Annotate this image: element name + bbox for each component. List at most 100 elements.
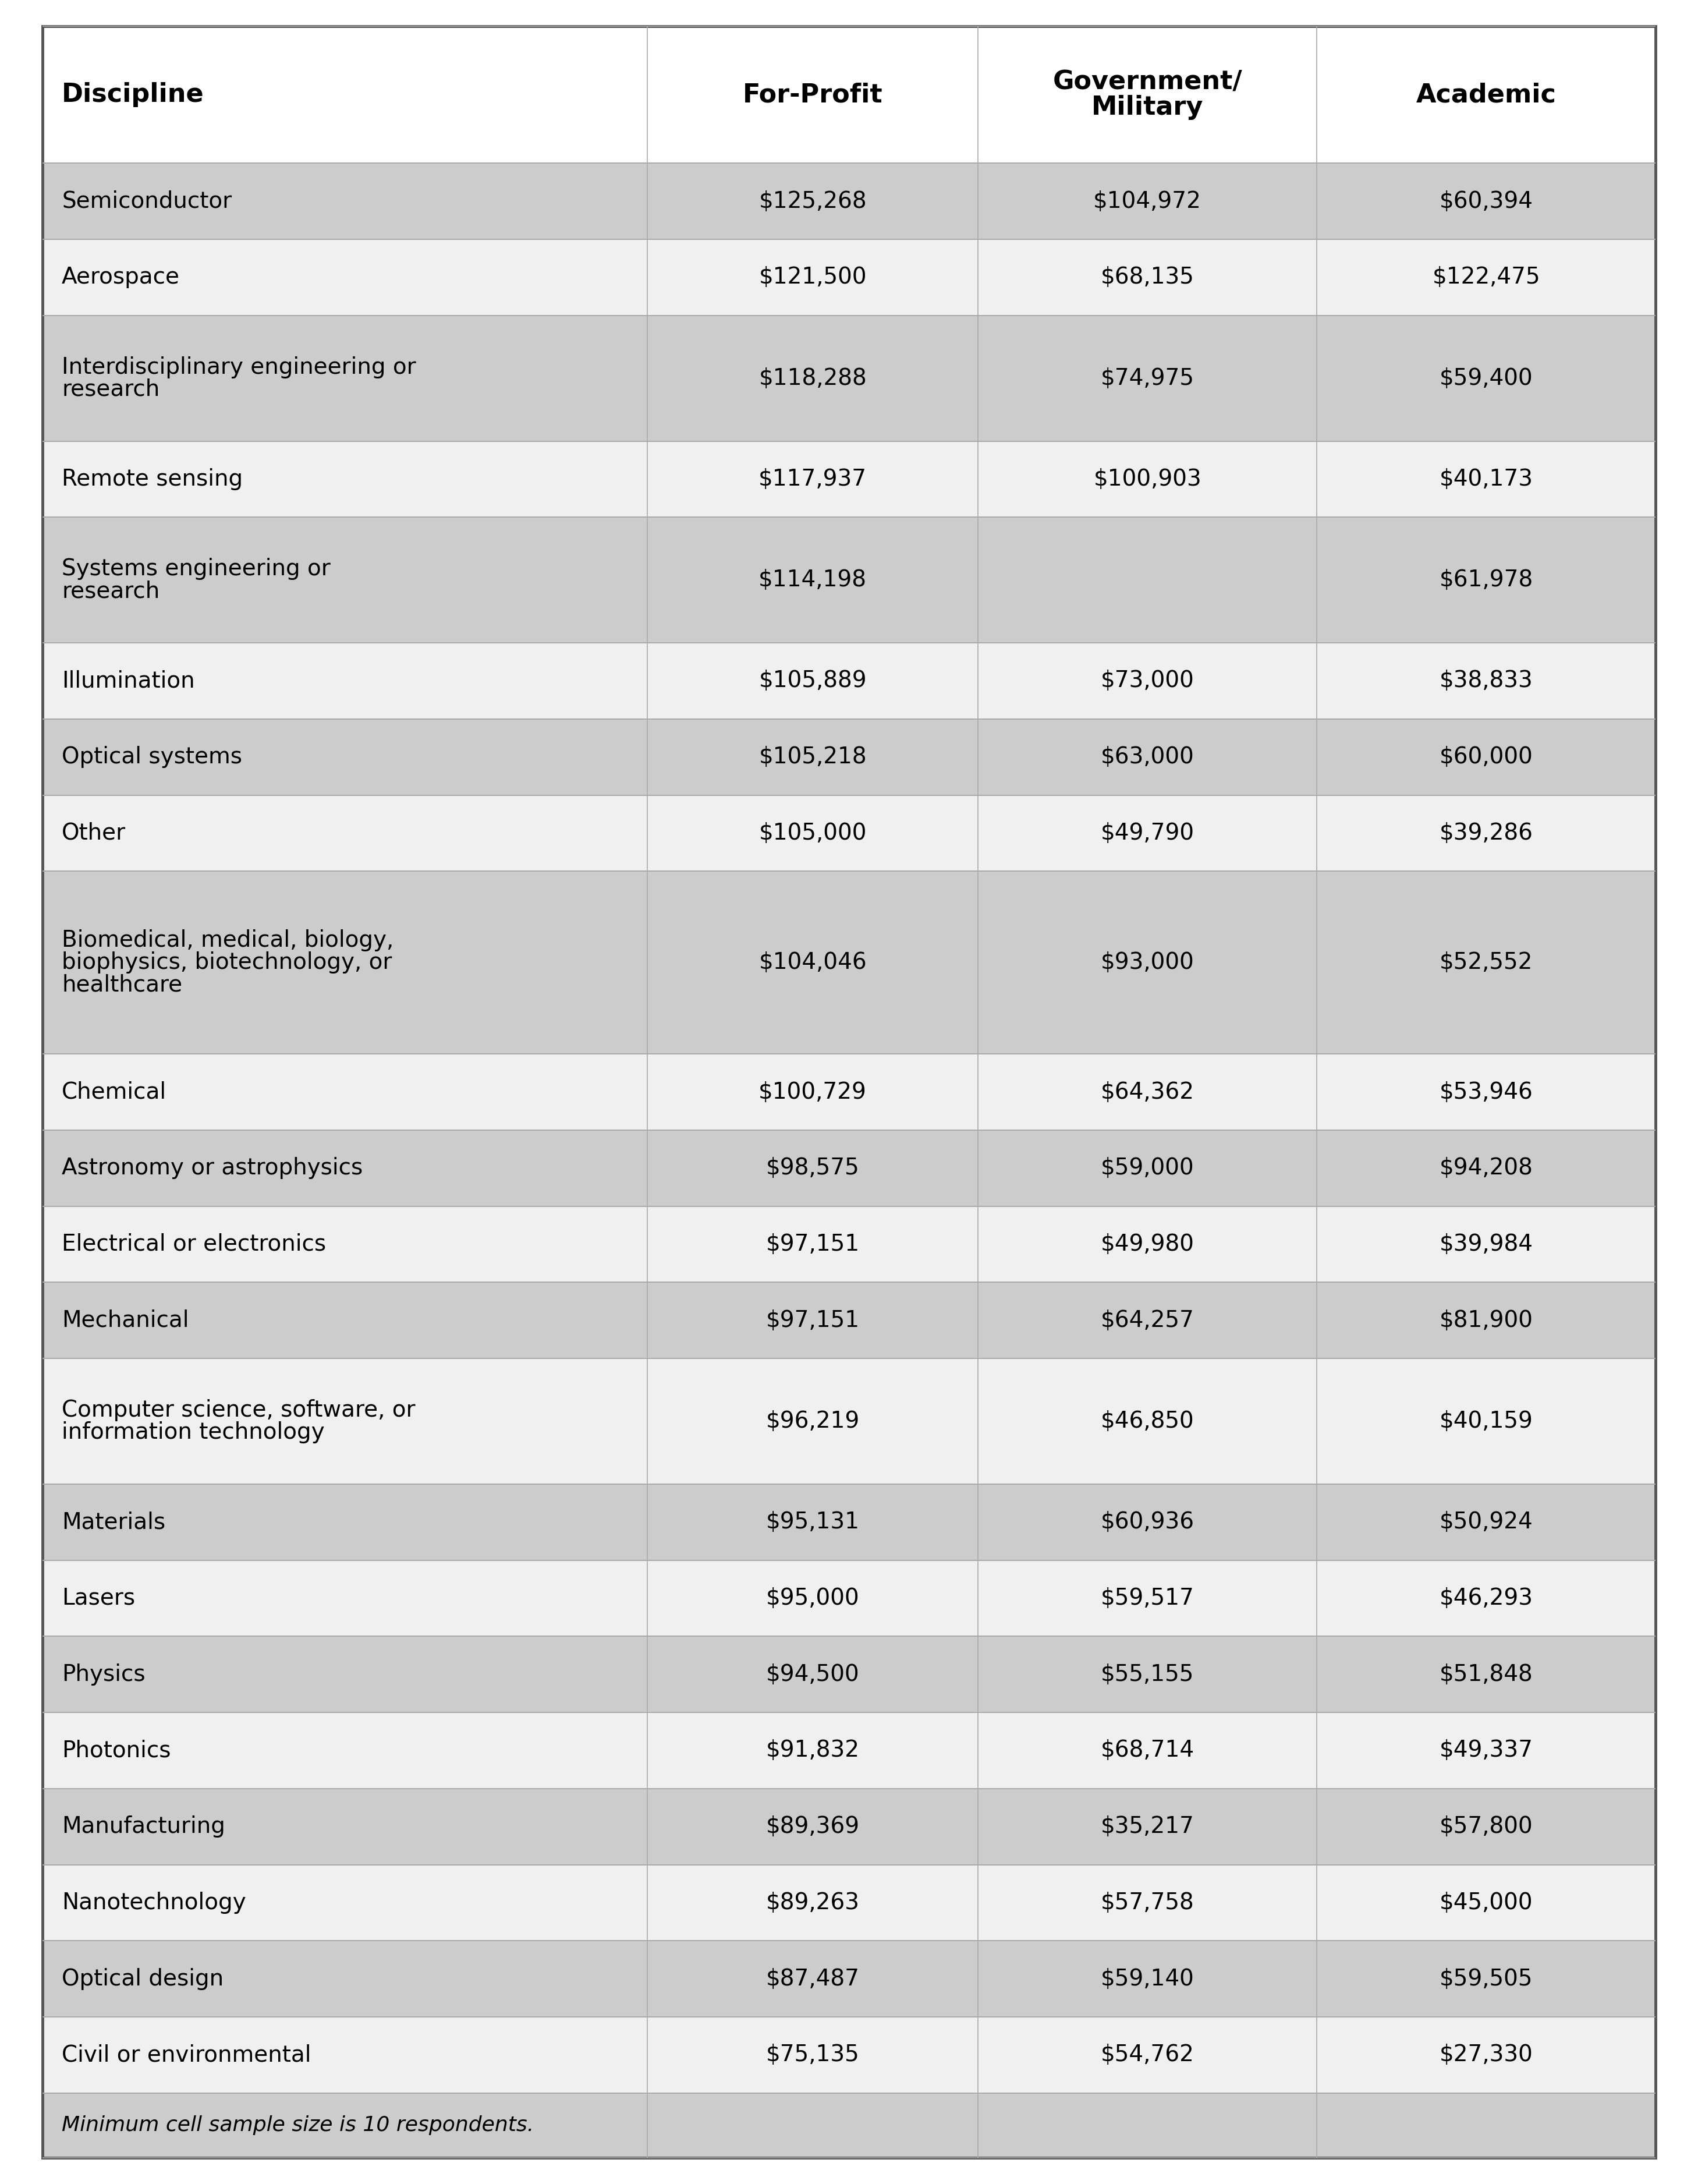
Text: Biomedical, medical, biology,: Biomedical, medical, biology, bbox=[61, 930, 394, 952]
Text: $68,714: $68,714 bbox=[1100, 1738, 1194, 1762]
Text: $55,155: $55,155 bbox=[1100, 1664, 1194, 1686]
Text: Academic: Academic bbox=[1416, 83, 1557, 107]
Text: healthcare: healthcare bbox=[61, 974, 182, 996]
Bar bbox=[42, 26, 1656, 164]
Bar bbox=[42, 1485, 1656, 1559]
Text: $49,980: $49,980 bbox=[1100, 1234, 1194, 1256]
Bar bbox=[42, 1636, 1656, 1712]
Text: $35,217: $35,217 bbox=[1100, 1815, 1194, 1837]
Text: $94,208: $94,208 bbox=[1440, 1158, 1533, 1179]
Text: $118,288: $118,288 bbox=[759, 367, 866, 389]
Text: research: research bbox=[61, 378, 160, 400]
Text: research: research bbox=[61, 581, 160, 603]
Bar bbox=[42, 1712, 1656, 1789]
Bar bbox=[42, 1865, 1656, 1942]
Text: $27,330: $27,330 bbox=[1440, 2044, 1533, 2066]
Text: $74,975: $74,975 bbox=[1100, 367, 1194, 389]
Text: $45,000: $45,000 bbox=[1440, 1891, 1533, 1913]
Bar bbox=[42, 518, 1656, 642]
Text: $104,972: $104,972 bbox=[1094, 190, 1202, 212]
Text: $96,219: $96,219 bbox=[766, 1411, 859, 1433]
Text: $89,369: $89,369 bbox=[766, 1815, 859, 1837]
Text: Chemical: Chemical bbox=[61, 1081, 166, 1103]
Text: $39,984: $39,984 bbox=[1440, 1234, 1533, 1256]
Text: Optical design: Optical design bbox=[61, 1968, 224, 1990]
Text: $63,000: $63,000 bbox=[1100, 747, 1194, 769]
Text: Nanotechnology: Nanotechnology bbox=[61, 1891, 246, 1913]
Text: Aerospace: Aerospace bbox=[61, 266, 180, 288]
Text: $51,848: $51,848 bbox=[1440, 1664, 1533, 1686]
Bar bbox=[42, 441, 1656, 518]
Text: $49,790: $49,790 bbox=[1100, 821, 1194, 845]
Text: $89,263: $89,263 bbox=[766, 1891, 859, 1913]
Text: Computer science, software, or: Computer science, software, or bbox=[61, 1400, 416, 1422]
Text: $49,337: $49,337 bbox=[1440, 1738, 1533, 1762]
Text: Materials: Materials bbox=[61, 1511, 165, 1533]
Bar bbox=[42, 2092, 1656, 2158]
Text: Photonics: Photonics bbox=[61, 1738, 171, 1762]
Bar bbox=[42, 1789, 1656, 1865]
Text: For-Profit: For-Profit bbox=[742, 83, 883, 107]
Text: $105,889: $105,889 bbox=[759, 670, 866, 692]
Bar bbox=[42, 1282, 1656, 1358]
Text: $73,000: $73,000 bbox=[1100, 670, 1194, 692]
Text: Interdisciplinary engineering or: Interdisciplinary engineering or bbox=[61, 356, 416, 378]
Text: $75,135: $75,135 bbox=[766, 2044, 859, 2066]
Text: Manufacturing: Manufacturing bbox=[61, 1815, 226, 1837]
Text: $93,000: $93,000 bbox=[1100, 952, 1194, 974]
Text: $87,487: $87,487 bbox=[766, 1968, 859, 1990]
Text: $94,500: $94,500 bbox=[766, 1664, 859, 1686]
Text: $46,293: $46,293 bbox=[1440, 1588, 1533, 1610]
Text: $50,924: $50,924 bbox=[1440, 1511, 1533, 1533]
Text: Illumination: Illumination bbox=[61, 670, 195, 692]
Text: Electrical or electronics: Electrical or electronics bbox=[61, 1234, 326, 1256]
Text: $114,198: $114,198 bbox=[759, 570, 868, 592]
Text: $53,946: $53,946 bbox=[1440, 1081, 1533, 1103]
Bar bbox=[42, 719, 1656, 795]
Text: $64,257: $64,257 bbox=[1100, 1310, 1194, 1332]
Text: information technology: information technology bbox=[61, 1422, 324, 1444]
Text: $39,286: $39,286 bbox=[1440, 821, 1533, 845]
Bar bbox=[42, 642, 1656, 719]
Text: $64,362: $64,362 bbox=[1100, 1081, 1194, 1103]
Text: Optical systems: Optical systems bbox=[61, 747, 243, 769]
Text: Remote sensing: Remote sensing bbox=[61, 467, 243, 489]
Bar bbox=[42, 1055, 1656, 1129]
Text: $59,400: $59,400 bbox=[1440, 367, 1533, 389]
Text: $95,131: $95,131 bbox=[766, 1511, 859, 1533]
Text: $97,151: $97,151 bbox=[766, 1310, 859, 1332]
Bar bbox=[42, 2018, 1656, 2092]
Text: Government/: Government/ bbox=[1053, 70, 1243, 94]
Text: $98,575: $98,575 bbox=[766, 1158, 859, 1179]
Text: $52,552: $52,552 bbox=[1440, 952, 1533, 974]
Text: Astronomy or astrophysics: Astronomy or astrophysics bbox=[61, 1158, 363, 1179]
Text: $54,762: $54,762 bbox=[1100, 2044, 1194, 2066]
Text: $61,978: $61,978 bbox=[1440, 570, 1533, 592]
Bar bbox=[42, 1129, 1656, 1206]
Text: $91,832: $91,832 bbox=[766, 1738, 859, 1762]
Text: Discipline: Discipline bbox=[61, 83, 204, 107]
Text: $59,140: $59,140 bbox=[1100, 1968, 1194, 1990]
Text: $59,000: $59,000 bbox=[1100, 1158, 1194, 1179]
Text: $122,475: $122,475 bbox=[1431, 266, 1540, 288]
Text: $38,833: $38,833 bbox=[1440, 670, 1533, 692]
Text: $57,800: $57,800 bbox=[1440, 1815, 1533, 1837]
Bar bbox=[42, 314, 1656, 441]
Text: Mechanical: Mechanical bbox=[61, 1310, 188, 1332]
Text: $57,758: $57,758 bbox=[1100, 1891, 1194, 1913]
Text: $68,135: $68,135 bbox=[1100, 266, 1194, 288]
Text: $81,900: $81,900 bbox=[1440, 1310, 1533, 1332]
Bar bbox=[42, 240, 1656, 314]
Text: $59,505: $59,505 bbox=[1440, 1968, 1533, 1990]
Text: $59,517: $59,517 bbox=[1100, 1588, 1194, 1610]
Text: $60,936: $60,936 bbox=[1100, 1511, 1194, 1533]
Bar bbox=[42, 164, 1656, 240]
Text: Minimum cell sample size is 10 respondents.: Minimum cell sample size is 10 responden… bbox=[61, 2116, 535, 2136]
Text: $60,000: $60,000 bbox=[1440, 747, 1533, 769]
Text: $95,000: $95,000 bbox=[766, 1588, 859, 1610]
Text: $121,500: $121,500 bbox=[759, 266, 866, 288]
Text: $100,903: $100,903 bbox=[1094, 467, 1202, 489]
Bar bbox=[42, 1942, 1656, 2018]
Text: $105,000: $105,000 bbox=[759, 821, 866, 845]
Text: $100,729: $100,729 bbox=[759, 1081, 866, 1103]
